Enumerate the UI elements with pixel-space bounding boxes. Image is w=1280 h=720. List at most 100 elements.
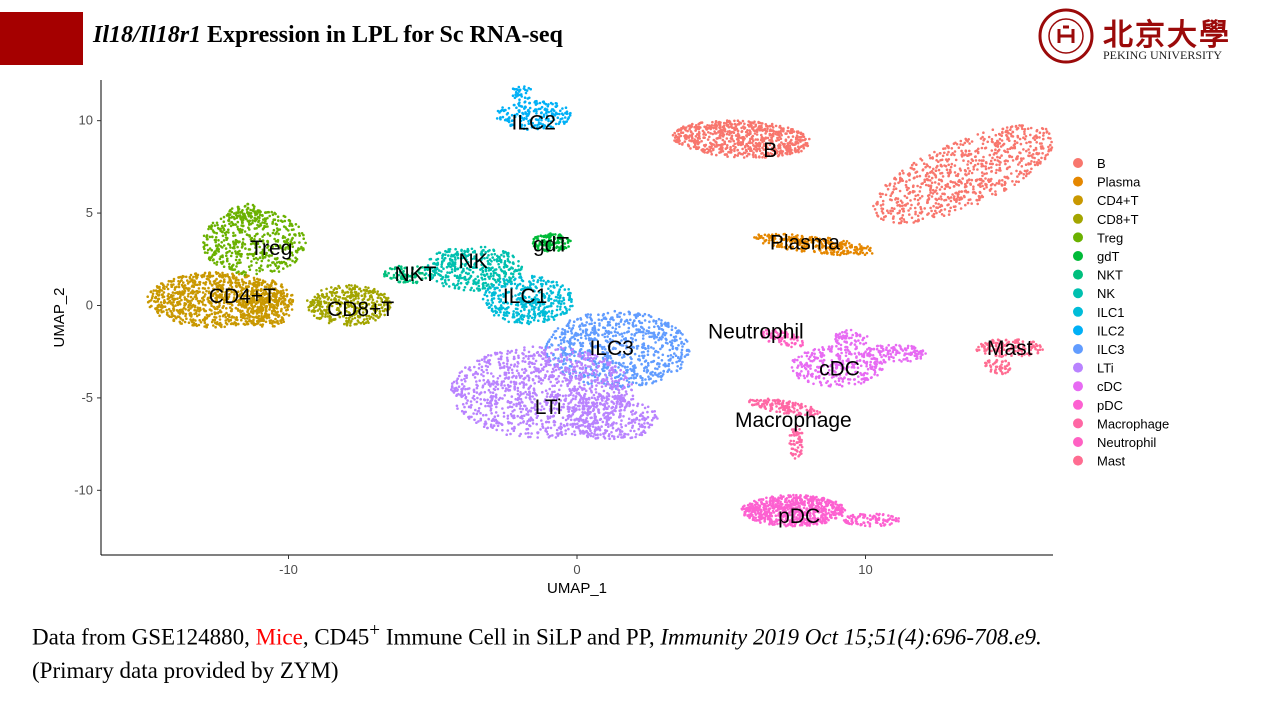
point-2108: [203, 287, 207, 290]
point-4442: [477, 284, 481, 288]
point-4281: [489, 275, 493, 278]
point-4888: [555, 299, 558, 302]
point-4599: [537, 319, 540, 323]
point-981: [924, 165, 927, 169]
point-4119: [384, 270, 387, 273]
point-1158: [893, 207, 896, 210]
point-1337: [918, 196, 922, 200]
point-1144: [926, 164, 929, 168]
point-1340: [896, 212, 899, 215]
point-985: [1001, 179, 1004, 182]
point-3629: [271, 222, 274, 225]
point-177: [753, 132, 757, 135]
point-4904: [519, 275, 522, 278]
point-4099: [383, 272, 386, 276]
point-1244: [923, 207, 926, 210]
point-2649: [156, 297, 160, 301]
point-1773: [855, 251, 859, 254]
point-1473: [1006, 150, 1010, 154]
point-4355: [483, 287, 487, 290]
point-4453: [453, 286, 457, 290]
point-1471: [1030, 160, 1033, 163]
point-2669: [169, 280, 172, 283]
point-2504: [165, 285, 168, 289]
point-3085: [354, 290, 358, 294]
point-3301: [353, 284, 357, 287]
point-646: [753, 129, 757, 133]
point-1067: [921, 217, 925, 220]
point-1100: [957, 184, 961, 187]
point-578: [760, 136, 763, 140]
point-1198: [919, 205, 922, 209]
point-984: [960, 149, 963, 153]
point-3630: [213, 224, 217, 227]
point-4285: [446, 271, 449, 274]
point-3188: [373, 287, 376, 291]
point-1066: [966, 167, 970, 170]
point-42: [761, 156, 764, 159]
point-2600: [178, 296, 182, 300]
point-1008: [876, 215, 880, 218]
point-3349: [312, 314, 316, 318]
point-582: [748, 125, 752, 128]
point-2783: [285, 309, 288, 312]
point-636: [736, 132, 740, 135]
point-1173: [905, 188, 909, 192]
point-2660: [146, 295, 149, 299]
point-2445: [198, 281, 201, 284]
point-622: [791, 130, 794, 133]
point-580: [738, 141, 742, 145]
point-3547: [243, 230, 247, 233]
point-4293: [500, 253, 503, 257]
point-3811: [283, 219, 287, 223]
point-384: [702, 133, 705, 136]
point-3493: [294, 256, 297, 260]
point-2219: [218, 315, 222, 318]
point-1048: [999, 145, 1003, 148]
point-1412: [1013, 142, 1017, 146]
point-718: [914, 212, 917, 216]
point-675: [683, 140, 687, 143]
point-1064: [901, 169, 904, 173]
point-2229: [172, 279, 175, 283]
point-987: [991, 192, 994, 196]
point-4448: [454, 258, 457, 261]
point-2590: [174, 291, 177, 295]
point-1380: [1018, 151, 1021, 154]
point-2603: [191, 297, 195, 301]
point-1351: [909, 207, 912, 210]
point-2581: [160, 303, 163, 307]
point-1951: [221, 271, 224, 275]
point-1002: [891, 217, 895, 220]
point-3536: [208, 235, 212, 239]
point-3827: [282, 225, 286, 228]
point-3367: [219, 217, 223, 221]
point-2861: [283, 306, 287, 309]
point-4881: [563, 312, 567, 315]
point-1552: [787, 245, 791, 249]
point-4416: [512, 255, 515, 259]
point-511: [788, 152, 792, 156]
point-1327: [901, 214, 905, 217]
point-2455: [190, 285, 194, 288]
point-970: [953, 164, 957, 167]
point-1298: [1033, 163, 1037, 167]
point-2646: [217, 323, 220, 326]
point-4767: [555, 308, 559, 312]
point-1289: [1029, 140, 1032, 144]
point-3584: [277, 232, 280, 236]
point-283: [767, 153, 770, 157]
point-2661: [201, 273, 205, 277]
point-4647: [559, 313, 563, 316]
point-3397: [232, 212, 236, 215]
point-1123: [926, 198, 929, 202]
point-1493: [1024, 174, 1028, 178]
point-1240: [1019, 157, 1023, 160]
point-4977: [512, 103, 516, 107]
point-2679: [203, 319, 206, 323]
point-1187: [969, 198, 972, 201]
point-488: [771, 129, 775, 132]
point-1421: [937, 182, 940, 185]
point-502: [678, 139, 681, 143]
point-390: [765, 130, 769, 133]
